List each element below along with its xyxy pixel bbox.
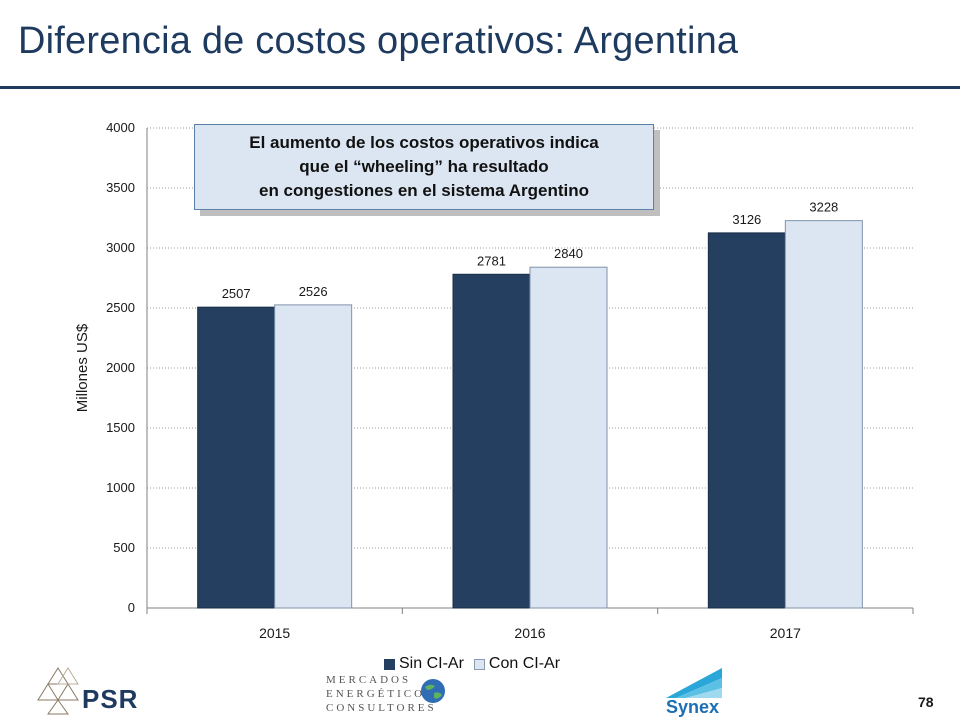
bar-sin — [197, 306, 276, 609]
legend-label-sin: Sin CI-Ar — [399, 655, 464, 672]
y-axis-label: Millones US$ — [74, 323, 91, 412]
callout-line: en congestiones en el sistema Argentino — [258, 181, 589, 200]
data-label: 2507 — [222, 286, 251, 301]
x-tick-label: 2016 — [514, 625, 545, 641]
data-label: 3126 — [732, 212, 761, 227]
x-tick-label: 2017 — [770, 625, 801, 641]
slide-title: Diferencia de costos operativos: Argenti… — [18, 20, 739, 62]
synex-logo-text: Synex — [666, 697, 720, 717]
y-tick-label: 3000 — [106, 240, 135, 255]
callout-line: que el “wheeling” ha resultado — [299, 157, 549, 176]
bar-con — [784, 220, 863, 609]
y-tick-label: 1000 — [106, 480, 135, 495]
y-tick-label: 2500 — [106, 300, 135, 315]
legend-item-sin: Sin CI-Ar — [384, 655, 464, 673]
title-divider — [0, 86, 960, 89]
data-label: 2840 — [554, 246, 583, 261]
chart-legend: Sin CI-Ar Con CI-Ar — [384, 655, 560, 673]
y-tick-label: 2000 — [106, 360, 135, 375]
callout-line: El aumento de los costos operativos indi… — [249, 133, 599, 152]
bar-chart: 0 500 1000 1500 2000 2500 3000 3500 4000 2507 2526… — [74, 120, 914, 641]
mec-logo-line: MERCADOS — [326, 674, 412, 686]
y-tick-label: 500 — [113, 540, 135, 555]
x-tick-label: 2015 — [259, 625, 290, 641]
mec-logo-line: CONSULTORES — [326, 702, 437, 714]
y-tick-label: 4000 — [106, 120, 135, 135]
y-tick-label: 0 — [128, 600, 135, 615]
synex-logo-icon — [666, 668, 722, 698]
data-label: 3228 — [809, 200, 838, 215]
data-label: 2526 — [299, 284, 328, 299]
legend-swatch-con — [473, 658, 485, 670]
y-tick-label: 3500 — [106, 180, 135, 195]
globe-icon — [421, 679, 445, 703]
psr-triangle-icon — [37, 667, 79, 715]
callout-box: El aumento de los costos operativos indi… — [194, 124, 654, 210]
callout-text: El aumento de los costos operativos indi… — [249, 131, 599, 203]
page-number: 78 — [918, 694, 934, 710]
bar-sin — [707, 232, 786, 609]
bar-con — [274, 304, 353, 609]
legend-item-con: Con CI-Ar — [473, 655, 561, 673]
psr-logo-text: PSR — [82, 684, 139, 714]
legend-label-con: Con CI-Ar — [488, 655, 561, 672]
y-tick-label: 1500 — [106, 420, 135, 435]
data-label: 2781 — [477, 253, 506, 268]
bar-con — [529, 266, 608, 609]
mec-logo-line: ENERGÉTICOS — [326, 688, 435, 700]
legend-swatch-sin — [384, 658, 395, 670]
bar-sin — [452, 273, 531, 609]
